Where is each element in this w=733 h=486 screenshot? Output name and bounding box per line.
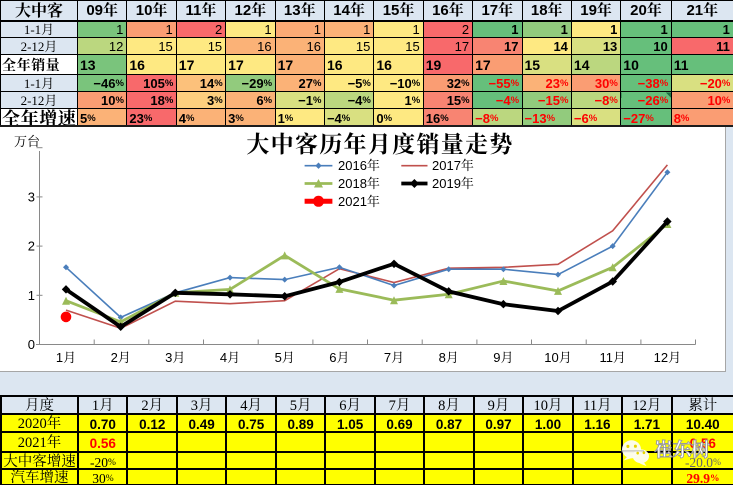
svg-text:2021年: 2021年 bbox=[338, 191, 380, 210]
svg-text:7月: 7月 bbox=[384, 347, 404, 366]
svg-text:2017年: 2017年 bbox=[432, 155, 474, 174]
svg-text:4月: 4月 bbox=[220, 347, 240, 366]
svg-text:0: 0 bbox=[28, 337, 35, 352]
svg-text:2019年: 2019年 bbox=[432, 173, 474, 192]
svg-text:9月: 9月 bbox=[493, 347, 513, 366]
svg-text:1: 1 bbox=[28, 288, 35, 303]
svg-text:万台: 万台 bbox=[14, 131, 40, 150]
svg-text:1月: 1月 bbox=[56, 347, 76, 366]
svg-text:6月: 6月 bbox=[329, 347, 349, 366]
svg-text:3: 3 bbox=[28, 189, 35, 204]
svg-text:2: 2 bbox=[28, 239, 35, 254]
svg-text:5月: 5月 bbox=[275, 347, 295, 366]
svg-text:12月: 12月 bbox=[654, 347, 681, 366]
svg-text:11月: 11月 bbox=[599, 347, 626, 366]
svg-text:2018年: 2018年 bbox=[338, 173, 380, 192]
svg-text:10月: 10月 bbox=[544, 347, 571, 366]
svg-text:大中客历年月度销量走势: 大中客历年月度销量走势 bbox=[246, 126, 513, 159]
svg-text:8月: 8月 bbox=[439, 347, 459, 366]
svg-text:2月: 2月 bbox=[111, 347, 131, 366]
svg-text:2016年: 2016年 bbox=[338, 155, 380, 174]
svg-text:3月: 3月 bbox=[165, 347, 185, 366]
